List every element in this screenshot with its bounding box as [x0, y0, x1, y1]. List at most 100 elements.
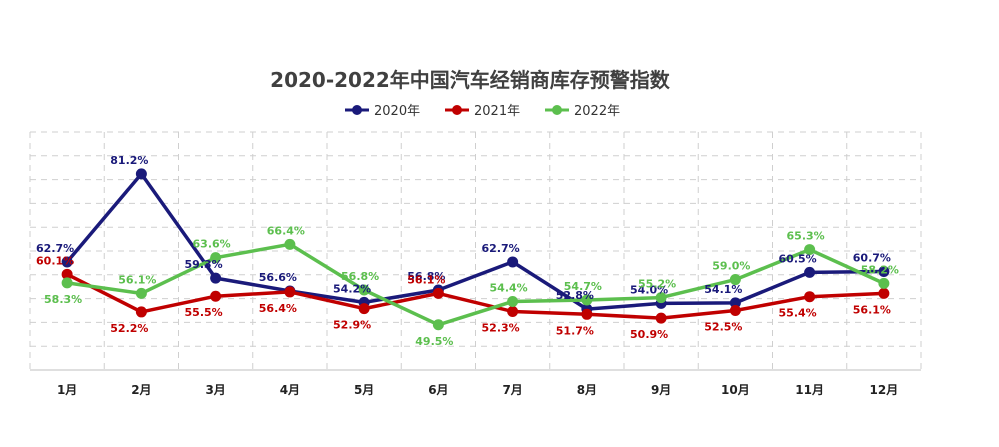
data-point — [432, 287, 444, 299]
data-label: 54.1% — [704, 283, 742, 296]
data-label: 62.7% — [482, 242, 520, 255]
data-point — [804, 266, 816, 278]
data-label: 59.0% — [712, 260, 750, 273]
data-point — [135, 306, 147, 318]
data-label: 56.1% — [407, 273, 445, 286]
data-point — [432, 319, 444, 331]
data-point — [507, 305, 519, 317]
data-label: 59.3% — [185, 258, 223, 271]
x-tick-label: 12月 — [870, 383, 899, 397]
series-line — [66, 242, 885, 327]
x-tick-label: 10月 — [721, 383, 750, 397]
data-point — [729, 274, 741, 286]
x-tick-label: 1月 — [57, 383, 77, 397]
x-tick-label: 5月 — [354, 383, 374, 397]
data-label: 60.1% — [36, 254, 74, 267]
data-point — [729, 305, 741, 316]
data-point — [804, 291, 816, 303]
series-points — [61, 168, 890, 331]
data-label: 54.4% — [490, 281, 528, 294]
data-label: 60.7% — [853, 251, 891, 264]
data-label: 51.7% — [556, 324, 594, 337]
data-point — [655, 292, 667, 304]
data-label: 52.2% — [110, 322, 148, 335]
data-label: 56.6% — [259, 271, 297, 284]
data-point — [135, 168, 147, 180]
data-point — [135, 287, 147, 299]
data-point — [878, 265, 890, 277]
data-label: 58.2% — [861, 263, 899, 276]
grid — [29, 131, 922, 371]
data-point — [358, 303, 370, 315]
data-point — [358, 284, 370, 296]
data-point — [61, 268, 73, 280]
data-label: 63.6% — [193, 238, 231, 251]
data-label: 54.2% — [333, 282, 371, 295]
data-label: 65.3% — [787, 230, 825, 243]
x-tick-label: 2月 — [131, 383, 151, 397]
data-label: 58.3% — [44, 293, 82, 306]
legend-label: 2021年 — [474, 104, 520, 119]
series-line — [66, 272, 884, 320]
data-point — [210, 290, 222, 302]
data-label: 56.1% — [853, 303, 891, 316]
data-point — [61, 256, 73, 268]
data-label: 52.9% — [333, 319, 371, 332]
x-tick-label: 4月 — [280, 383, 300, 397]
legend-item: 2022年 — [545, 104, 620, 119]
data-label: 56.1% — [118, 273, 156, 286]
x-tick-label: 7月 — [502, 383, 522, 397]
data-label: 56.4% — [259, 302, 297, 315]
x-tick-label: 9月 — [651, 383, 671, 397]
data-labels: 62.7%81.2%59.3%56.6%54.2%56.8%62.7%52.8%… — [36, 154, 899, 348]
data-label: 52.5% — [704, 321, 742, 334]
data-point — [507, 295, 519, 307]
data-point — [581, 294, 593, 306]
legend-marker — [452, 105, 462, 115]
data-point — [284, 286, 296, 298]
data-point — [210, 252, 222, 264]
data-point — [878, 277, 890, 289]
chart-title: 2020-2022年中国汽车经销商库存预警指数 — [270, 68, 671, 92]
data-label: 50.9% — [630, 328, 668, 341]
data-label: 55.2% — [638, 278, 676, 291]
data-point — [210, 272, 222, 284]
data-point — [284, 238, 296, 250]
data-point — [729, 297, 741, 309]
series-lines — [65, 172, 885, 327]
data-label: 60.5% — [779, 252, 817, 265]
data-label: 54.0% — [630, 283, 668, 296]
data-point — [804, 244, 816, 256]
x-tick-label: 11月 — [795, 383, 824, 397]
data-label: 54.7% — [564, 280, 602, 293]
legend-item: 2021年 — [445, 104, 520, 119]
series-line — [65, 172, 884, 311]
data-label: 62.7% — [36, 242, 74, 255]
data-point — [581, 308, 593, 320]
data-label: 52.3% — [482, 321, 520, 334]
data-label: 81.2% — [110, 154, 148, 167]
x-tick-label: 6月 — [428, 383, 448, 397]
data-label: 49.5% — [415, 335, 453, 348]
legend-marker — [352, 105, 362, 115]
data-point — [507, 256, 519, 268]
x-axis-ticks: 1月 2月 3月 4月 5月 6月 7月 8月 9月 10月 11月 12月 — [57, 383, 898, 397]
x-tick-label: 8月 — [577, 383, 597, 397]
data-point — [61, 277, 73, 289]
data-point — [878, 287, 890, 299]
data-label: 56.8% — [407, 270, 445, 283]
data-label: 66.4% — [267, 224, 305, 237]
legend-label: 2020年 — [374, 104, 420, 119]
data-label: 52.8% — [556, 289, 594, 302]
legend: 2020年 2021年 2022年 — [345, 104, 620, 119]
legend-label: 2022年 — [574, 104, 620, 119]
legend-item: 2020年 — [345, 104, 420, 119]
data-label: 55.5% — [185, 306, 223, 319]
data-point — [655, 312, 667, 324]
data-label: 56.8% — [341, 270, 379, 283]
data-label: 55.4% — [779, 307, 817, 320]
x-tick-label: 3月 — [205, 383, 225, 397]
legend-marker — [552, 105, 562, 115]
